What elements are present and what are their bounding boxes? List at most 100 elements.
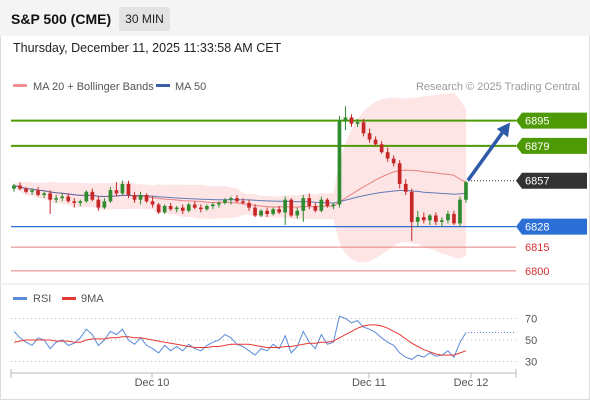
candle-body	[283, 199, 287, 213]
level-label-6895: 6895	[525, 116, 549, 128]
candle-body	[114, 190, 119, 194]
candle-body	[180, 207, 185, 211]
candle-body	[446, 213, 450, 221]
candle-body	[90, 191, 95, 200]
candle-body	[409, 191, 414, 222]
candle-body	[301, 198, 306, 211]
candle-body	[42, 193, 46, 195]
candle-body	[337, 120, 342, 205]
candle-body	[132, 195, 137, 200]
x-tick-label: Dec 10	[135, 377, 170, 389]
forecast-arrow	[466, 122, 510, 182]
candle-body	[96, 199, 101, 208]
candle-body	[54, 198, 58, 200]
candle-body	[241, 201, 245, 203]
level-tag-6895	[516, 112, 587, 129]
candle-body	[277, 209, 281, 213]
candle-body	[428, 215, 432, 221]
candle-body	[48, 193, 52, 200]
candle-body	[66, 196, 71, 202]
moving-averages	[13, 169, 467, 208]
rsi-swatch	[13, 297, 27, 300]
candle-body	[186, 204, 191, 211]
bollinger-band-area	[14, 92, 466, 263]
candle-body	[102, 201, 107, 208]
candle-body	[265, 210, 269, 214]
candle-body	[415, 217, 420, 222]
candle-body	[229, 198, 233, 200]
candle-body	[168, 206, 173, 210]
x-tick-label: Dec 11	[352, 377, 386, 389]
candle-body	[162, 206, 167, 213]
candle-body	[247, 202, 251, 208]
candle-body	[36, 190, 40, 195]
candle-body	[120, 183, 125, 194]
ma50-line	[13, 185, 467, 204]
candle-body	[199, 207, 203, 210]
instrument-title: S&P 500 (CME)	[11, 11, 112, 27]
candle-body	[259, 210, 263, 216]
ma50-legend-label: MA 50	[175, 81, 206, 93]
candle-body	[144, 195, 149, 202]
rsi-tick-30: 30	[525, 357, 537, 369]
candle-body	[319, 199, 324, 211]
candle-body	[331, 204, 336, 207]
level-label-6815: 6815	[525, 242, 549, 254]
candle-body	[361, 122, 366, 134]
candle-body	[391, 158, 396, 164]
candle-body	[458, 199, 462, 224]
level-label-6800: 6800	[525, 266, 549, 278]
candle-body	[421, 217, 426, 221]
candle-body	[325, 199, 330, 206]
candle-body	[72, 201, 77, 203]
bollinger-bands	[14, 92, 466, 263]
level-label-6857: 6857	[525, 176, 549, 188]
level-tag-6828	[516, 218, 587, 235]
candle-body	[379, 144, 384, 153]
candle-body	[295, 210, 300, 216]
price-levels	[11, 119, 516, 272]
level-tag-6879	[516, 137, 587, 154]
candle-body	[355, 122, 360, 124]
rsi-legend: RSI 9MA	[13, 293, 104, 305]
candle-body	[60, 196, 64, 199]
rsi-ma-legend-label: 9MA	[81, 293, 104, 305]
ma20-legend-label: MA 20 + Bollinger Bands	[33, 81, 154, 93]
candle-body	[434, 215, 438, 222]
candle-body	[108, 190, 113, 202]
level-label-6828: 6828	[525, 222, 549, 234]
ma20-swatch	[13, 84, 27, 87]
candle-body	[78, 201, 83, 203]
candle-body	[307, 198, 312, 206]
candle-body	[403, 183, 408, 192]
rsi-line	[13, 315, 467, 360]
candle-body	[211, 204, 215, 207]
rsi-panel: 70 50 30	[11, 313, 537, 369]
candle-body	[367, 133, 372, 140]
chart-header	[0, 0, 590, 36]
candle-body	[385, 152, 390, 159]
candle-body	[223, 199, 227, 203]
candle-body	[349, 117, 354, 124]
ma50-swatch	[156, 84, 170, 87]
level-label-6879: 6879	[525, 141, 549, 153]
level-tags: 6895 6879 6857 6828 6815 6800	[516, 112, 587, 278]
candle-body	[12, 185, 16, 189]
candle-body	[452, 213, 456, 224]
forecast-arrow-shaft	[466, 126, 508, 182]
interval-button[interactable]: 30 MIN	[119, 7, 170, 31]
candle-body	[373, 139, 378, 145]
level-tag-6857	[516, 172, 587, 189]
candle-body	[289, 199, 294, 216]
candle-body	[126, 183, 131, 195]
candle-body	[397, 163, 402, 184]
candle-body	[464, 182, 468, 200]
candle-body	[24, 188, 28, 192]
candle-body	[18, 185, 22, 189]
x-axis-ticks: Dec 10 Dec 11 Dec 12	[135, 373, 488, 389]
candle-body	[138, 195, 143, 200]
candle-body	[192, 204, 197, 208]
forecast-arrow-head	[496, 122, 510, 138]
candle-body	[253, 207, 257, 216]
